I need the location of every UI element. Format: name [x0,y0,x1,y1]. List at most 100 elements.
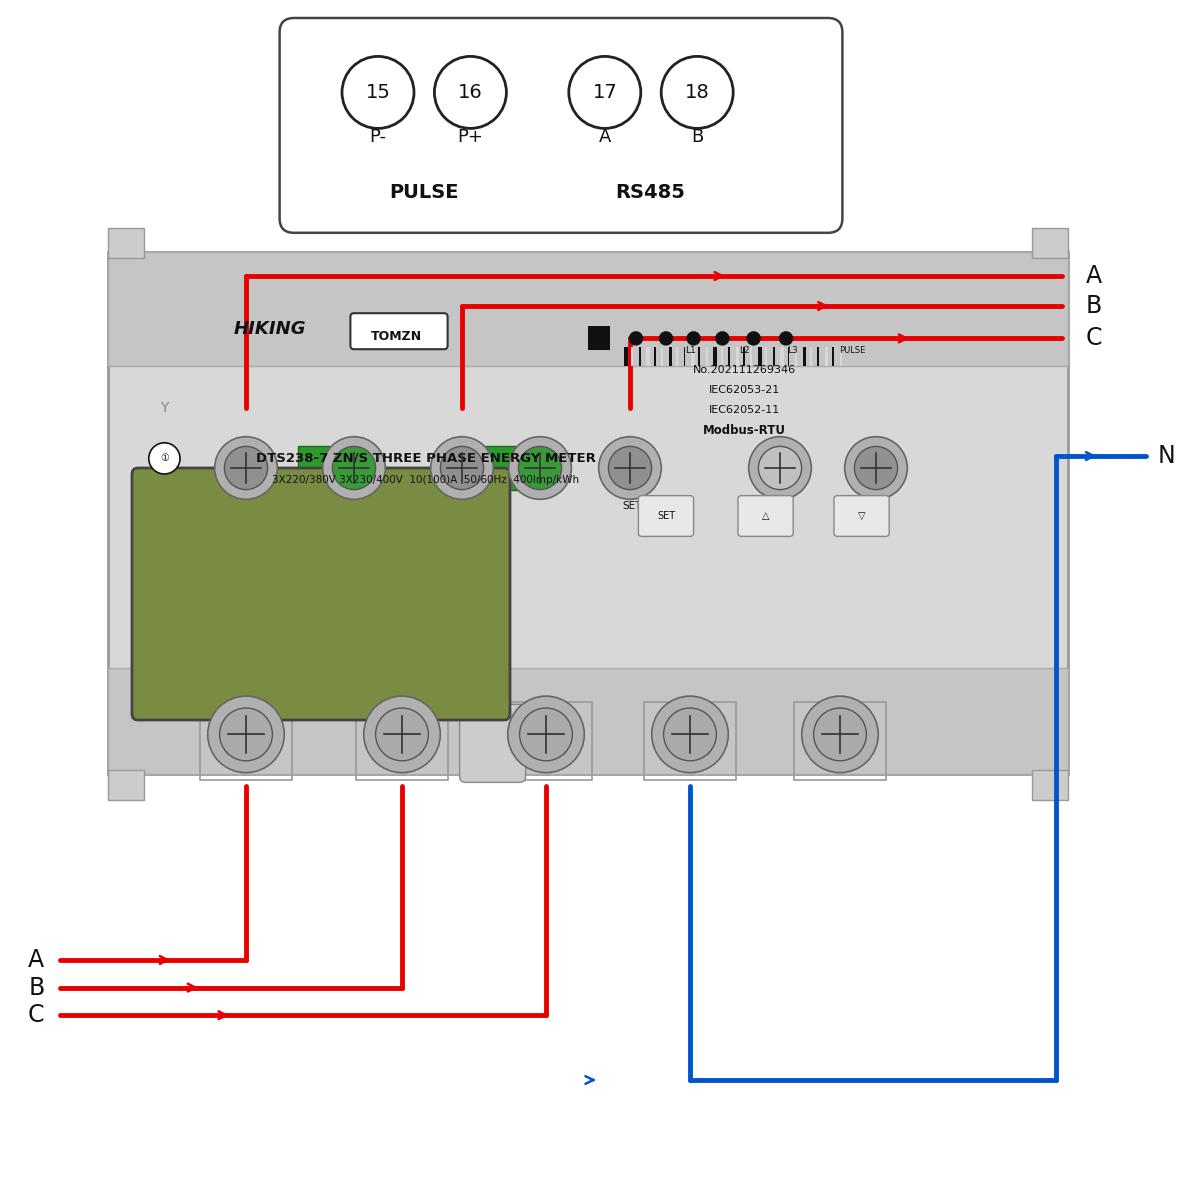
FancyBboxPatch shape [108,252,1068,774]
Circle shape [440,446,484,490]
Circle shape [569,56,641,128]
Bar [758,347,762,366]
Circle shape [434,56,506,128]
Text: B: B [1086,294,1103,318]
Bar [713,347,716,366]
Bar [647,347,650,366]
Bar [698,347,701,366]
Circle shape [758,446,802,490]
Bar [108,668,1068,774]
Text: TOMZN: TOMZN [371,330,421,342]
Text: △: △ [762,511,769,521]
Bar [108,770,144,800]
Circle shape [376,708,428,761]
Bar [766,347,767,366]
Bar [833,347,834,366]
FancyBboxPatch shape [350,313,448,349]
Bar [721,347,722,366]
Bar [840,347,841,366]
Circle shape [342,56,414,128]
Bar [644,702,736,780]
Text: C: C [1086,326,1103,350]
Text: IEC62053-21: IEC62053-21 [708,385,780,395]
Text: ▽: ▽ [858,511,865,521]
Bar [684,347,685,366]
Bar [803,347,806,366]
Circle shape [508,696,584,773]
Bar [668,347,672,366]
Bar [200,702,292,780]
Circle shape [779,331,793,346]
Bar [500,702,592,780]
Text: L3: L3 [787,346,797,355]
Text: RS485: RS485 [616,182,685,202]
Circle shape [323,437,385,499]
Bar [1032,770,1068,800]
Circle shape [629,331,643,346]
Circle shape [224,446,268,490]
Bar [810,347,811,366]
Circle shape [518,446,562,490]
FancyBboxPatch shape [738,496,793,536]
Circle shape [599,437,661,499]
Circle shape [802,696,878,773]
Text: 18: 18 [685,83,709,102]
Circle shape [149,443,180,474]
Text: 16: 16 [458,83,482,102]
Text: Modbus-RTU: Modbus-RTU [702,425,786,437]
Bar [588,326,610,350]
Text: A: A [599,128,611,146]
Circle shape [814,708,866,761]
Circle shape [845,437,907,499]
Text: No.202111269346: No.202111269346 [692,365,796,374]
Text: 3X220/380V 3X230/400V  10(100)A  50/60Hz  400Imp/kWh: 3X220/380V 3X230/400V 10(100)A 50/60Hz 4… [272,475,580,485]
Bar [773,347,775,366]
Text: A: A [1086,264,1102,288]
Bar [108,252,1068,366]
Circle shape [652,696,728,773]
Circle shape [661,56,733,128]
FancyBboxPatch shape [132,468,510,720]
Text: A: A [29,948,44,972]
Circle shape [332,446,376,490]
Bar [108,228,144,258]
Bar [728,347,730,366]
Circle shape [608,446,652,490]
Bar [691,347,695,366]
Circle shape [686,331,701,346]
Bar [780,347,784,366]
Bar [736,347,739,366]
Bar [787,347,790,366]
Text: 17: 17 [593,83,617,102]
Bar [750,347,752,366]
Bar [638,347,641,366]
Circle shape [431,437,493,499]
Circle shape [854,446,898,490]
Bar [706,347,708,366]
FancyBboxPatch shape [834,496,889,536]
Text: PULSE: PULSE [839,346,865,355]
Text: DTS238-7 ZN/S THREE PHASE ENERGY METER: DTS238-7 ZN/S THREE PHASE ENERGY METER [256,452,596,464]
Text: SET: SET [656,511,676,521]
Text: PULSE: PULSE [389,182,458,202]
Text: 15: 15 [366,83,390,102]
Text: P+: P+ [457,128,484,146]
Bar [1032,228,1068,258]
Text: ①: ① [160,454,169,463]
Circle shape [715,331,730,346]
Text: C: C [28,1003,44,1027]
Bar [817,347,820,366]
Bar [478,446,526,490]
Circle shape [746,331,761,346]
Text: L1: L1 [685,346,695,355]
Text: B: B [691,128,703,146]
Circle shape [364,696,440,773]
Circle shape [749,437,811,499]
Circle shape [509,437,571,499]
Circle shape [215,437,277,499]
Bar [824,347,828,366]
Circle shape [208,696,284,773]
Circle shape [520,708,572,761]
Bar [743,347,745,366]
Text: N: N [1158,444,1176,468]
